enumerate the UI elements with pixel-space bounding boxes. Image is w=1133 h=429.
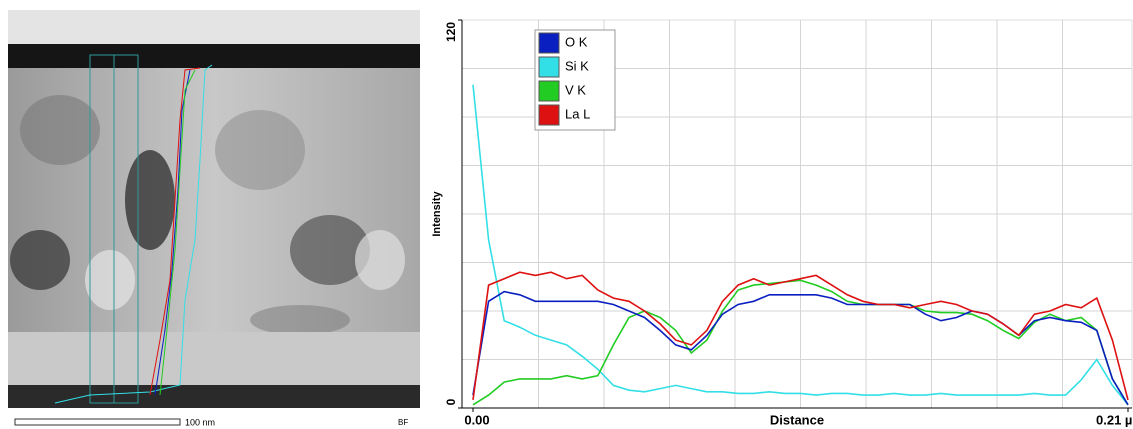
y-tick-label: 120: [444, 22, 458, 42]
y-axis-label: Intensity: [431, 191, 443, 237]
legend-swatch: [538, 32, 560, 54]
mode-label: BF: [398, 418, 408, 427]
x-axis-label: Distance: [770, 412, 824, 427]
legend-label: La L: [565, 106, 590, 121]
chart: 0 120 0.00 0.21 µm O K Si K V K La L: [444, 19, 1133, 427]
scale-bar: [14, 418, 181, 426]
series-line: [472, 84, 1129, 406]
legend-swatch: [538, 80, 560, 102]
legend-swatch: [538, 56, 560, 78]
series-line: [472, 271, 1129, 401]
x-tick-label: 0.21 µm: [1096, 412, 1133, 427]
y-tick-label: 0: [444, 398, 458, 405]
legend-swatch: [538, 104, 560, 126]
micrograph: [8, 10, 420, 408]
legend-label: Si K: [565, 58, 589, 73]
series-line: [472, 279, 1129, 406]
scale-label: 100 nm: [185, 417, 215, 427]
x-tick-label: 0.00: [464, 412, 489, 427]
legend-label: O K: [565, 34, 588, 49]
legend-label: V K: [565, 82, 586, 97]
